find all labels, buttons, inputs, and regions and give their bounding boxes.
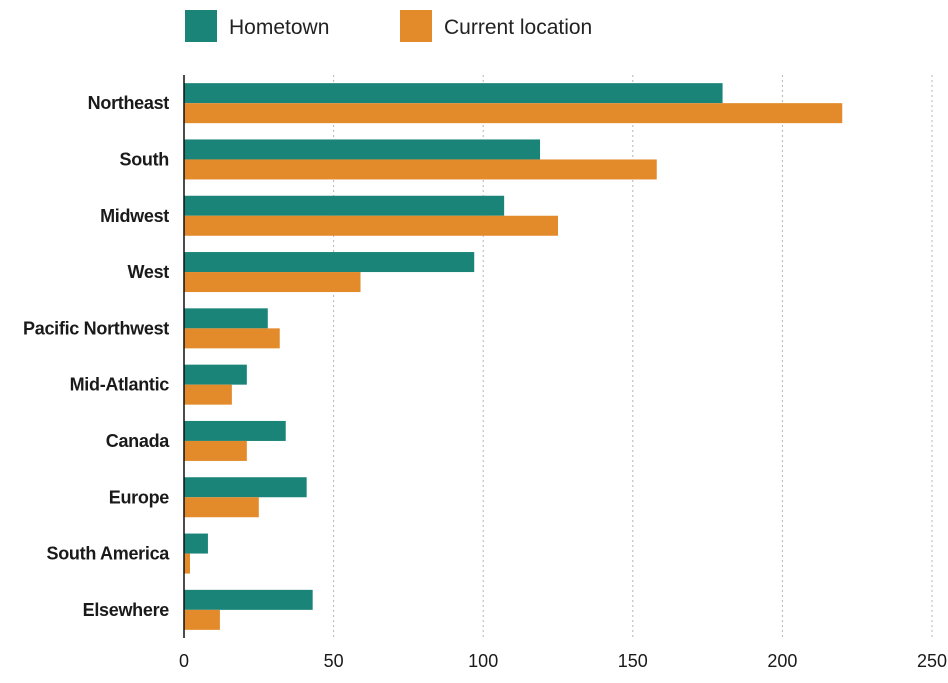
- bar-hometown-mid-atlantic: [184, 364, 247, 385]
- bar-hometown-west: [184, 252, 475, 273]
- category-label-west: West: [128, 262, 170, 282]
- category-label-mid-atlantic: Mid-Atlantic: [70, 375, 170, 395]
- bar-hometown-midwest: [184, 195, 505, 216]
- category-label-south-america: South America: [47, 544, 171, 564]
- x-tick-label-150: 150: [618, 651, 648, 671]
- category-label-midwest: Midwest: [100, 206, 169, 226]
- bar-current-location-midwest: [184, 215, 558, 236]
- bar-current-location-europe: [184, 497, 259, 518]
- legend-label-current-location: Current location: [444, 16, 592, 39]
- category-label-europe: Europe: [109, 487, 169, 507]
- bars: [184, 83, 843, 630]
- x-tick-label-100: 100: [468, 651, 498, 671]
- gridlines: [333, 75, 933, 638]
- bar-hometown-northeast: [184, 83, 723, 104]
- x-tick-labels: 0 50 100 150 200 250: [179, 651, 947, 671]
- bar-hometown-canada: [184, 420, 286, 441]
- bar-current-location-south: [184, 159, 657, 180]
- x-tick-label-250: 250: [917, 651, 947, 671]
- bar-current-location-northeast: [184, 103, 843, 124]
- category-label-canada: Canada: [106, 431, 171, 451]
- legend-swatch-hometown: [185, 10, 217, 42]
- x-tick-label-50: 50: [324, 651, 344, 671]
- bar-current-location-elsewhere: [184, 609, 220, 630]
- x-tick-label-200: 200: [767, 651, 797, 671]
- bar-hometown-europe: [184, 477, 307, 498]
- category-labels: Northeast South Midwest West Pacific Northwe…: [23, 93, 171, 620]
- bar-current-location-pacific-northwest: [184, 328, 280, 349]
- legend-swatch-current-location: [400, 10, 432, 42]
- bar-current-location-west: [184, 272, 361, 293]
- bar-hometown-south-america: [184, 533, 208, 554]
- legend-label-hometown: Hometown: [229, 16, 329, 39]
- bar-hometown-elsewhere: [184, 589, 313, 610]
- category-label-south: South: [120, 149, 170, 169]
- bar-hometown-pacific-northwest: [184, 308, 268, 329]
- bar-current-location-south-america: [184, 553, 190, 574]
- legend: Hometown Current location: [185, 10, 592, 42]
- category-label-elsewhere: Elsewhere: [83, 600, 170, 620]
- category-label-pacific-northwest: Pacific Northwest: [23, 318, 169, 338]
- bar-current-location-mid-atlantic: [184, 384, 232, 405]
- x-tick-label-0: 0: [179, 651, 189, 671]
- category-label-northeast: Northeast: [88, 93, 170, 113]
- bar-hometown-south: [184, 139, 541, 160]
- bar-current-location-canada: [184, 440, 247, 461]
